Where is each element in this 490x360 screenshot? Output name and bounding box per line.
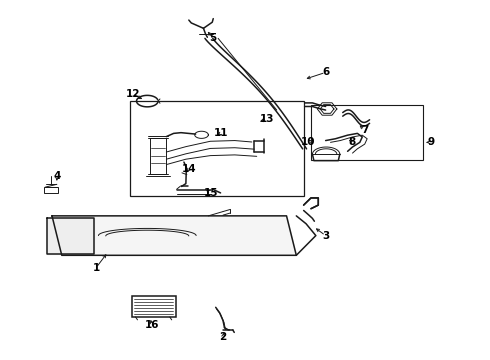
Text: 4: 4: [53, 171, 61, 181]
Text: 15: 15: [203, 188, 218, 198]
Text: 14: 14: [181, 164, 196, 174]
Bar: [132, 296, 175, 317]
Text: 8: 8: [349, 138, 356, 147]
Bar: [150, 138, 166, 174]
Text: 6: 6: [322, 67, 329, 77]
Text: 7: 7: [361, 125, 368, 135]
Text: 9: 9: [427, 138, 434, 147]
Text: 1: 1: [92, 263, 99, 273]
Text: 13: 13: [260, 114, 274, 124]
Text: 11: 11: [213, 129, 228, 138]
Text: 12: 12: [125, 89, 140, 99]
Text: 5: 5: [210, 33, 217, 43]
Text: 2: 2: [220, 332, 227, 342]
Text: 3: 3: [322, 231, 329, 240]
Bar: [44, 187, 58, 193]
Text: 10: 10: [301, 138, 316, 147]
Bar: [311, 105, 423, 160]
Polygon shape: [52, 216, 296, 255]
Polygon shape: [47, 218, 94, 253]
Bar: [130, 101, 304, 196]
Text: 16: 16: [145, 320, 159, 330]
